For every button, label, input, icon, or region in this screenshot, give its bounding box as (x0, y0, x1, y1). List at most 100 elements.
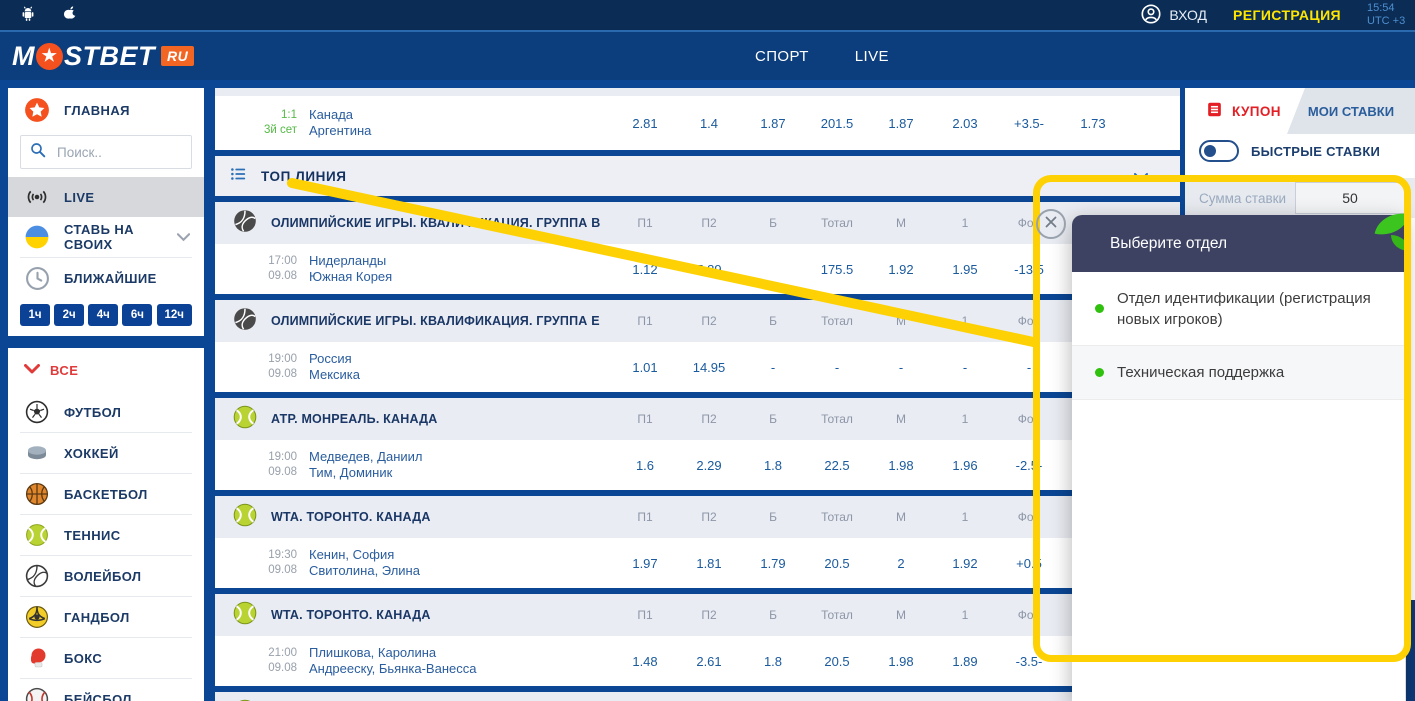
group-header[interactable]: WTA. ТОРОНТО. КАНАДА П1 П2 Б Тотал М 1 Ф… (215, 496, 1180, 538)
odds-cell[interactable]: 1.97 (632, 555, 658, 571)
sidebar-item-all[interactable]: ВСЕ (8, 348, 204, 392)
volleyball-dark-icon (233, 209, 257, 238)
sidebar-item-home[interactable]: ГЛАВНАЯ (8, 88, 204, 132)
odds-cell[interactable]: 1.98 (888, 457, 914, 473)
hour-filter-6h[interactable]: 6ч (122, 304, 153, 326)
odds-cell[interactable]: 175.5 (820, 261, 854, 277)
odds-cell[interactable]: 1.12 (632, 261, 658, 277)
register-button[interactable]: РЕГИСТРАЦИЯ (1233, 7, 1341, 23)
logo[interactable]: M ★ STBET RU (12, 41, 195, 72)
sidebar-item-basketball[interactable]: БАСКЕТБОЛ (8, 474, 204, 514)
odds-cell[interactable]: 2.81 (632, 115, 658, 131)
group-title: WTA. ТОРОНТО. КАНАДА (271, 510, 431, 524)
odds-cell[interactable]: 14.95 (692, 359, 726, 375)
column-label: Б (769, 314, 777, 328)
odds-cell[interactable]: 2 (897, 555, 905, 571)
match-row[interactable]: 19:00 09.08 Россия Мексика 1.01 14.95 - … (215, 342, 1180, 392)
sidebar-item-upcoming[interactable]: БЛИЖАЙШИЕ (8, 258, 204, 298)
odds-cell[interactable]: 20.5 (824, 653, 850, 669)
odds-cell[interactable]: - (770, 359, 776, 375)
odds-cell[interactable]: 2.29 (696, 457, 722, 473)
chat-department-identification[interactable]: Отдел идентификации (регистрация новых и… (1072, 272, 1405, 345)
sidebar-item-baseball[interactable]: БЕЙСБОЛ (8, 679, 204, 701)
tennis-icon (24, 522, 50, 548)
odds-cell[interactable]: -3.5- (1015, 653, 1043, 669)
odds-cell[interactable]: 1.89 (952, 653, 978, 669)
column-label: М (896, 608, 906, 622)
odds-cell[interactable]: 1.8 (763, 653, 783, 669)
hour-filter-1h[interactable]: 1ч (20, 304, 50, 326)
odds-cell[interactable]: -2.5- (1015, 457, 1043, 473)
menu-item-sport[interactable]: СПОРТ (755, 47, 809, 65)
group-header[interactable]: ОЛИМПИЙСКИЕ ИГРЫ. КВАЛИФИКАЦИЯ. ГРУППА E… (215, 300, 1180, 342)
odds-cell[interactable]: 1.6 (635, 457, 655, 473)
chat-department-tech-support[interactable]: Техническая поддержка (1072, 346, 1405, 399)
column-label: Тотал (821, 216, 853, 230)
hour-filter-2h[interactable]: 2ч (54, 304, 85, 326)
odds-cell[interactable]: -13.5 (1014, 261, 1044, 277)
odds-cell[interactable]: 1.96 (952, 457, 978, 473)
hour-filter-12h[interactable]: 12ч (156, 304, 192, 326)
odds-cell[interactable]: 1.8 (763, 457, 783, 473)
sidebar-item-tennis[interactable]: ТЕННИС (8, 515, 204, 555)
odds-cell[interactable]: 22.5 (824, 457, 850, 473)
odds-cell[interactable]: 1.98 (888, 653, 914, 669)
close-icon (1044, 215, 1058, 234)
group-header[interactable]: WTA. ТОРОНТО. КАНАДА П1 П2 Б Тотал М 1 Ф… (215, 594, 1180, 636)
match-row[interactable]: 17:00 09.08 Нидерланды Южная Корея 1.12 … (215, 244, 1180, 294)
odds-cell[interactable]: 1.81 (696, 555, 722, 571)
sidebar-item-hockey[interactable]: ХОККЕЙ (8, 433, 204, 473)
live-match-row[interactable]: 1:1 3й сет Канада Аргентина 2.81 1.4 1.8… (215, 96, 1180, 150)
odds-cell[interactable]: 1.79 (760, 555, 786, 571)
sidebar-item-bet-on-yours[interactable]: СТАВЬ НА СВОИХ (8, 217, 204, 257)
odds-cell[interactable]: - (1026, 359, 1032, 375)
basketball-icon (24, 481, 50, 507)
odds-cell[interactable]: +3.5- (1014, 115, 1044, 131)
odds-cell[interactable]: - (898, 359, 904, 375)
collapse-chevron-icon[interactable] (1134, 169, 1148, 187)
odds-cell[interactable]: - (962, 359, 968, 375)
odds-cell[interactable]: 1.87 (888, 115, 914, 131)
sidebar-item-live[interactable]: LIVE (8, 177, 204, 217)
odds-cell[interactable]: 1.73 (1080, 115, 1106, 131)
tab-my-bets[interactable]: МОИ СТАВКИ (1287, 88, 1415, 134)
sidebar-item-handball[interactable]: ГАНДБОЛ (8, 597, 204, 637)
odds-cell[interactable]: 1.48 (632, 653, 658, 669)
odds-cell[interactable]: 20.5 (824, 555, 850, 571)
match-time: 19:00 09.08 (268, 451, 297, 478)
odds-cell[interactable]: 201.5 (820, 115, 854, 131)
menu-item-live[interactable]: LIVE (854, 47, 889, 65)
odds-cell[interactable]: 1.92 (952, 555, 978, 571)
apple-app-icon[interactable] (60, 3, 79, 28)
odds-cell[interactable]: 1.4 (699, 115, 719, 131)
login-button[interactable]: ВХОД (1140, 3, 1207, 28)
odds-cell[interactable]: +0.5 (1016, 555, 1042, 571)
odds-cell[interactable]: 1.87 (760, 115, 786, 131)
top-line-bar[interactable]: ТОП ЛИНИЯ (215, 156, 1180, 196)
odds-cell[interactable]: 5.89 (696, 261, 722, 277)
search-input[interactable] (55, 143, 169, 161)
quick-bets-toggle[interactable] (1199, 140, 1239, 162)
group-header[interactable]: АТР. МОНРЕАЛЬ. КАНАДА П1 П2 Б Тотал М 1 … (215, 692, 1180, 701)
odds-cell[interactable]: 1.92 (888, 261, 914, 277)
football-icon (24, 399, 50, 425)
group-header[interactable]: АТР. МОНРЕАЛЬ. КАНАДА П1 П2 Б Тотал М 1 … (215, 398, 1180, 440)
match-row[interactable]: 21:00 09.08 Плишкова, Каролина Андрееску… (215, 636, 1180, 686)
odds-cell[interactable]: 2.61 (696, 653, 722, 669)
sidebar-item-volleyball[interactable]: ВОЛЕЙБОЛ (8, 556, 204, 596)
search-box[interactable] (20, 135, 192, 169)
match-row[interactable]: 19:00 09.08 Медведев, Даниил Тим, Домини… (215, 440, 1180, 490)
odds-cell[interactable]: - (834, 359, 840, 375)
odds-cell[interactable]: 2.03 (952, 115, 978, 131)
hour-filter-4h[interactable]: 4ч (88, 304, 119, 326)
chat-close-button[interactable] (1036, 209, 1066, 239)
bet-amount-input[interactable] (1295, 182, 1405, 214)
match-row[interactable]: 19:30 09.08 Кенин, София Свитолина, Элин… (215, 538, 1180, 588)
bet-amount-label: Сумма ставки (1199, 190, 1287, 206)
sidebar-item-football[interactable]: ФУТБОЛ (8, 392, 204, 432)
tab-coupon[interactable]: КУПОН (1205, 100, 1281, 122)
android-app-icon[interactable] (18, 3, 38, 28)
sidebar-item-boxing[interactable]: БОКС (8, 638, 204, 678)
odds-cell[interactable]: 1.95 (952, 261, 978, 277)
odds-cell[interactable]: 1.01 (632, 359, 658, 375)
